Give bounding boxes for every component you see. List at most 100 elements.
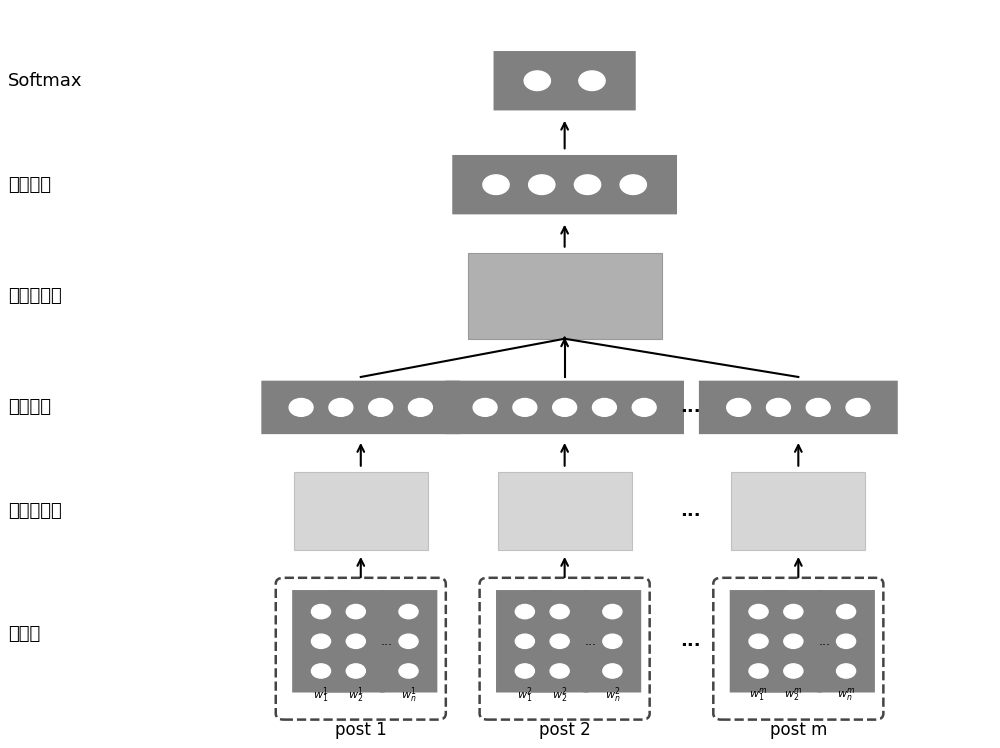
Circle shape [465,393,505,423]
Circle shape [777,629,809,653]
Circle shape [369,399,393,417]
Circle shape [399,634,418,649]
Circle shape [544,629,576,653]
FancyBboxPatch shape [452,155,677,215]
Text: $w_2^{1}$: $w_2^{1}$ [348,685,364,705]
Circle shape [777,659,809,683]
Circle shape [473,399,497,417]
Circle shape [777,600,809,624]
Circle shape [550,634,569,649]
Circle shape [311,604,331,619]
Circle shape [743,600,774,624]
Circle shape [289,399,313,417]
Circle shape [329,399,353,417]
Text: $w_1^{1}$: $w_1^{1}$ [313,685,329,705]
Circle shape [340,629,372,653]
Circle shape [603,634,622,649]
Text: ...: ... [681,632,701,650]
Text: ...: ... [681,503,701,521]
Circle shape [837,664,856,678]
Text: Softmax: Softmax [8,72,82,90]
Circle shape [632,399,656,417]
Circle shape [719,393,759,423]
Circle shape [545,393,585,423]
Circle shape [784,664,803,678]
Circle shape [483,175,509,194]
Text: $w_n^{1}$: $w_n^{1}$ [401,685,416,705]
FancyBboxPatch shape [380,590,437,693]
Bar [731,473,865,551]
Text: $w_2^{2}$: $w_2^{2}$ [552,685,568,705]
Circle shape [544,659,576,683]
Circle shape [830,600,862,624]
FancyBboxPatch shape [261,381,460,434]
Circle shape [505,393,545,423]
Circle shape [305,600,337,624]
Text: 用户级操作: 用户级操作 [8,287,62,305]
Circle shape [596,659,628,683]
Circle shape [611,168,655,201]
Circle shape [513,399,537,417]
Circle shape [509,600,541,624]
FancyBboxPatch shape [730,590,787,693]
Circle shape [509,659,541,683]
FancyBboxPatch shape [445,381,684,434]
Circle shape [520,168,564,201]
FancyBboxPatch shape [699,381,898,434]
Bar [498,473,632,551]
Circle shape [570,64,614,97]
Circle shape [305,659,337,683]
Circle shape [515,604,534,619]
Text: post m: post m [770,721,827,739]
Text: $w_1^{m}$: $w_1^{m}$ [749,686,768,703]
Circle shape [838,393,878,423]
Circle shape [553,399,577,417]
Circle shape [346,664,365,678]
Circle shape [393,629,424,653]
Text: $w_n^{2}$: $w_n^{2}$ [605,685,620,705]
Circle shape [340,659,372,683]
Text: 帖子级操作: 帖子级操作 [8,503,62,521]
Circle shape [798,393,838,423]
Circle shape [837,634,856,649]
Circle shape [579,71,605,91]
Circle shape [837,604,856,619]
Circle shape [806,399,830,417]
FancyBboxPatch shape [817,590,875,693]
Circle shape [515,664,534,678]
Text: ...: ... [681,399,701,417]
Circle shape [550,664,569,678]
Circle shape [743,629,774,653]
Circle shape [524,71,550,91]
Circle shape [281,393,321,423]
Circle shape [749,664,768,678]
Circle shape [759,393,798,423]
Circle shape [603,604,622,619]
Circle shape [585,393,624,423]
Circle shape [321,393,361,423]
Bar [468,254,662,339]
Circle shape [846,399,870,417]
Circle shape [749,604,768,619]
Circle shape [743,659,774,683]
Circle shape [596,629,628,653]
Text: ...: ... [584,635,596,648]
Text: 用户表征: 用户表征 [8,176,51,194]
Text: $w_n^{m}$: $w_n^{m}$ [837,686,855,703]
Circle shape [784,604,803,619]
Circle shape [529,175,555,194]
Circle shape [399,664,418,678]
Text: ...: ... [381,635,393,648]
Circle shape [624,393,664,423]
Bar [294,473,428,551]
Circle shape [393,659,424,683]
FancyBboxPatch shape [765,590,822,693]
Circle shape [566,168,609,201]
Circle shape [311,634,331,649]
Circle shape [603,664,622,678]
Circle shape [509,629,541,653]
Circle shape [544,600,576,624]
Text: post 1: post 1 [335,721,387,739]
Circle shape [311,664,331,678]
Circle shape [830,659,862,683]
